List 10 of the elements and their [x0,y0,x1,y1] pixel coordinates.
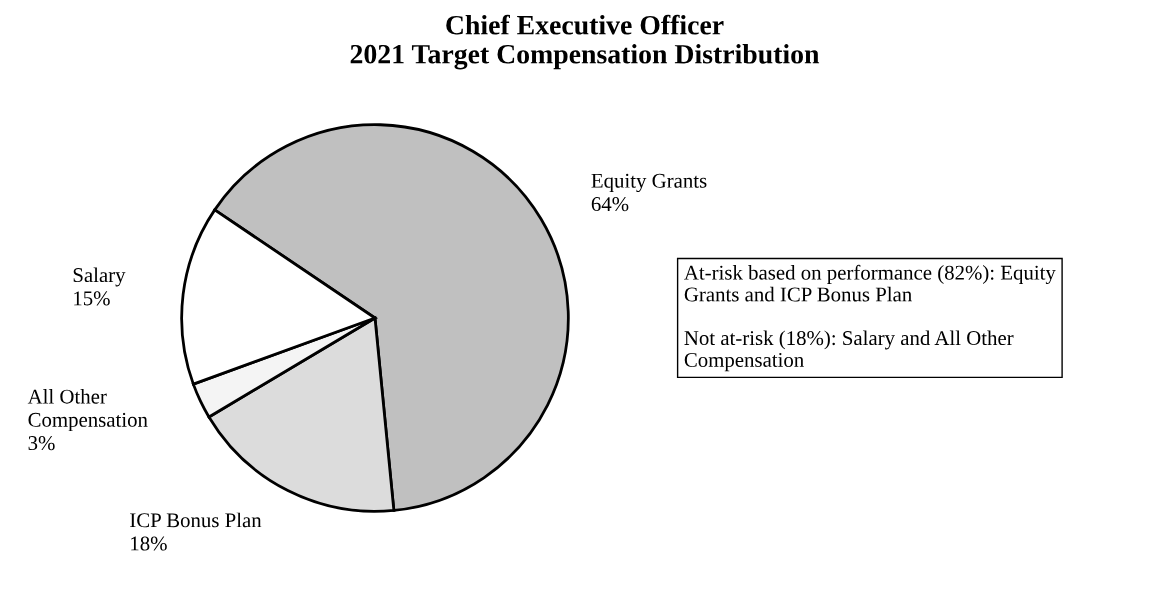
chart-title: Chief Executive Officer 2021 Target Compensation Distribution [350,14,820,70]
slice-label: Salary [73,267,126,287]
data-label: 18% [131,536,167,551]
data-label: 15% [74,291,110,306]
data-label: 64% [591,197,629,212]
slice-label: All Other Compensation [27,388,148,432]
data-label: 3% [28,436,55,451]
text: At-risk based on performance (82%): Equity Grants and ICP Bonus Plan Not at-risk (18%): Salary and All Other Compensation [684,264,1056,372]
slice-label: ICP Bonus Plan [130,512,262,528]
slice-label: Equity Grants [591,173,707,193]
